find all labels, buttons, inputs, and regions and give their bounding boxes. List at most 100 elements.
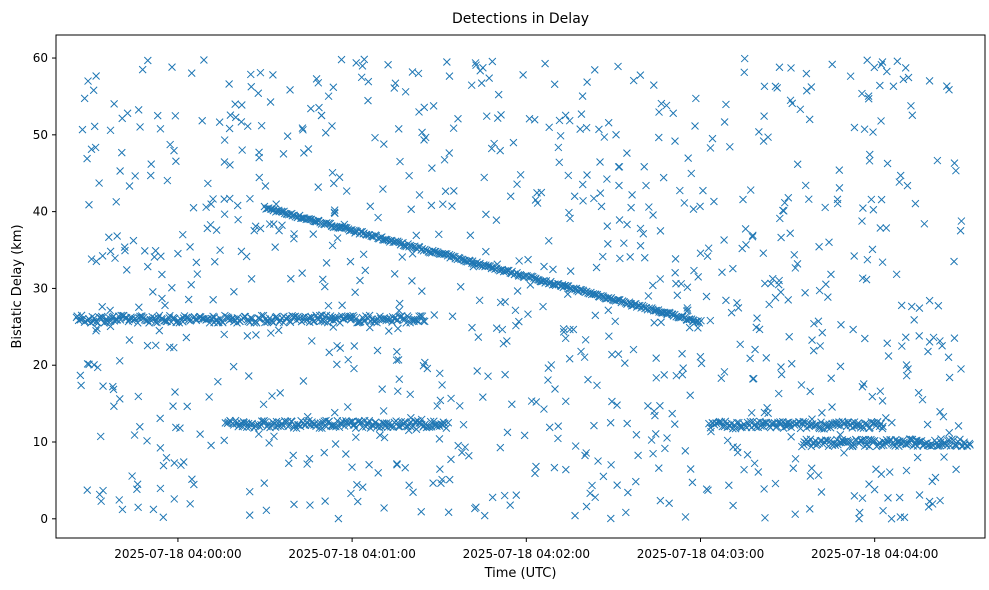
- data-point: [923, 420, 932, 429]
- data-point: [404, 426, 413, 435]
- data-point: [759, 249, 768, 258]
- data-point: [438, 475, 446, 484]
- data-point: [268, 392, 276, 400]
- data-point: [720, 118, 729, 126]
- data-point: [316, 419, 325, 427]
- data-point: [496, 146, 505, 155]
- data-point: [299, 125, 307, 134]
- data-point: [513, 287, 522, 295]
- data-point: [561, 111, 570, 120]
- data-point: [226, 111, 235, 120]
- data-point: [371, 418, 380, 427]
- data-point: [494, 90, 503, 99]
- data-point: [599, 472, 608, 481]
- data-point: [309, 230, 318, 238]
- data-point: [238, 146, 247, 154]
- data-point: [793, 160, 802, 169]
- data-point: [170, 459, 179, 467]
- data-point: [220, 158, 229, 166]
- data-point: [454, 441, 463, 450]
- x-tick-label: 2025-07-18 04:01:00: [288, 547, 415, 561]
- data-point: [156, 443, 165, 452]
- data-point: [619, 239, 628, 248]
- data-point: [682, 307, 691, 315]
- data-point: [725, 142, 734, 151]
- data-point: [237, 101, 246, 109]
- data-point: [128, 472, 136, 480]
- data-point: [828, 403, 836, 411]
- data-point: [231, 100, 240, 108]
- data-point: [509, 138, 518, 147]
- data-point: [817, 488, 826, 496]
- data-point: [317, 111, 326, 120]
- data-point: [628, 191, 636, 199]
- data-point: [246, 70, 255, 79]
- data-point: [254, 89, 263, 98]
- data-point: [665, 499, 673, 508]
- data-point: [668, 409, 677, 418]
- data-point: [815, 242, 823, 251]
- data-point: [394, 324, 402, 333]
- data-point: [172, 157, 180, 166]
- data-point: [566, 267, 575, 275]
- data-point: [669, 109, 678, 118]
- data-point: [411, 315, 419, 324]
- data-point: [901, 64, 910, 72]
- data-point: [596, 158, 604, 166]
- data-point: [408, 276, 416, 285]
- data-point: [338, 417, 347, 425]
- data-point: [155, 326, 164, 335]
- data-point: [604, 118, 613, 127]
- data-point: [406, 413, 415, 422]
- data-point: [413, 316, 421, 325]
- data-point: [80, 94, 89, 103]
- data-point: [110, 402, 118, 411]
- data-point: [156, 414, 165, 423]
- data-point: [496, 443, 505, 452]
- data-point: [299, 377, 308, 385]
- data-point: [362, 231, 371, 239]
- data-point: [245, 487, 254, 496]
- data-point: [406, 390, 415, 399]
- data-point: [915, 304, 924, 312]
- data-point: [554, 143, 563, 152]
- data-point: [106, 126, 115, 135]
- data-point: [849, 325, 858, 334]
- data-point: [92, 72, 100, 80]
- data-point: [816, 342, 825, 350]
- data-point: [561, 465, 570, 474]
- data-point: [447, 455, 455, 464]
- data-point: [806, 387, 815, 396]
- data-point: [936, 496, 944, 505]
- data-point: [394, 356, 403, 364]
- data-point: [740, 68, 749, 77]
- data-point: [796, 105, 805, 114]
- data-point: [275, 226, 283, 235]
- data-point: [129, 236, 138, 245]
- data-point: [343, 403, 352, 411]
- data-point: [393, 460, 401, 468]
- data-point: [255, 148, 263, 157]
- data-point: [519, 71, 527, 79]
- data-point: [846, 72, 855, 81]
- data-point: [595, 125, 603, 134]
- data-point: [168, 63, 176, 71]
- data-point: [722, 100, 730, 109]
- data-point: [327, 315, 335, 324]
- data-point: [490, 139, 499, 148]
- data-point: [532, 462, 540, 471]
- data-point: [604, 306, 613, 315]
- data-point: [256, 68, 265, 77]
- data-point: [580, 353, 589, 362]
- data-point: [763, 403, 771, 412]
- data-point: [824, 421, 833, 430]
- data-point: [429, 479, 437, 487]
- data-point: [802, 439, 810, 447]
- data-point: [877, 470, 886, 479]
- data-point: [83, 360, 92, 368]
- data-point: [196, 430, 204, 438]
- data-point: [559, 328, 568, 336]
- data-point: [612, 130, 620, 139]
- data-point: [444, 418, 453, 427]
- data-point: [469, 262, 478, 271]
